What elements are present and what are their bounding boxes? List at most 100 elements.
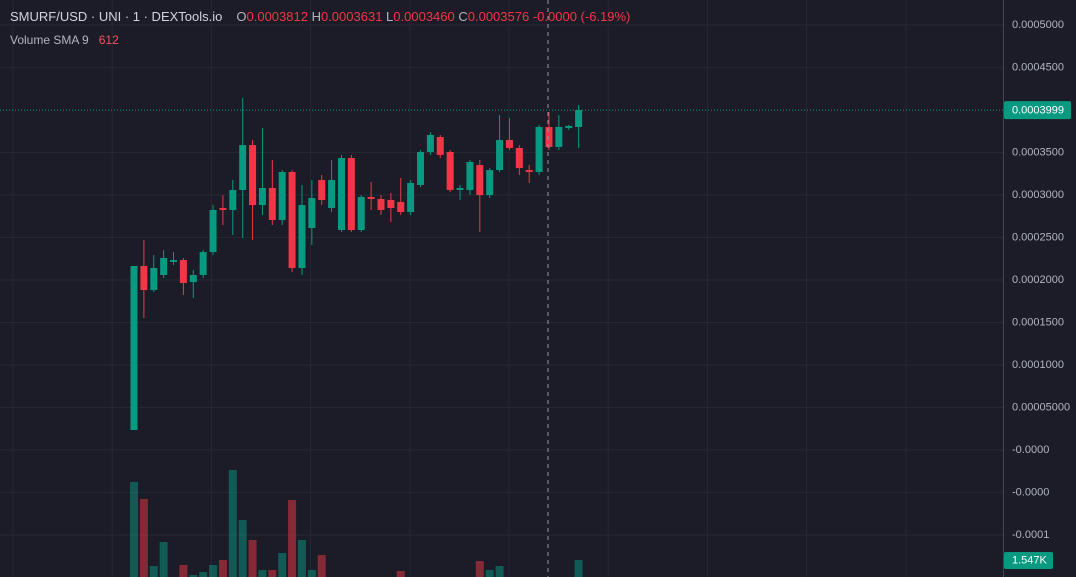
candle-body — [170, 260, 178, 262]
candle-body — [486, 170, 494, 196]
candle-body — [219, 208, 227, 210]
volume-legend: Volume SMA 9 612 — [10, 33, 119, 47]
volume-bar — [149, 565, 158, 577]
volume-last-box — [1004, 551, 1053, 569]
candle-body — [160, 257, 168, 275]
candle-body — [249, 145, 257, 206]
ohlc-value: 0.0003460 — [393, 9, 455, 24]
ohlc-key: L — [386, 9, 394, 24]
candle-body — [575, 110, 583, 127]
candle-body — [545, 126, 553, 147]
candle-body — [189, 274, 197, 283]
ohlc-value: 0.0003812 — [246, 9, 308, 24]
candle-body — [397, 201, 405, 212]
y-tick-label: 0.0001500 — [1012, 316, 1064, 328]
volume-bar — [317, 554, 326, 577]
volume-bar — [307, 569, 316, 577]
y-tick-label: 0.0003500 — [1012, 146, 1064, 158]
y-tick-label: -0.0000 — [1012, 444, 1049, 456]
candle-body — [407, 183, 415, 212]
candle-body — [318, 180, 326, 201]
candle-body — [209, 209, 217, 253]
y-tick-label: 0.0001000 — [1012, 359, 1064, 371]
candle-body — [466, 162, 474, 190]
candle-body — [436, 137, 444, 155]
volume-bar — [139, 498, 148, 577]
ohlc-legend: O0.0003812 H0.0003631 L0.0003460 C0.0003… — [236, 9, 532, 24]
volume-bar — [258, 569, 267, 577]
candle-body — [298, 205, 306, 269]
candle-body — [140, 265, 148, 291]
candle-body — [258, 188, 266, 206]
candle-body — [496, 139, 504, 171]
y-tick-label: 0.00005000 — [1012, 401, 1070, 413]
y-tick-label: 0.0005000 — [1012, 19, 1064, 31]
volume-bar — [209, 564, 218, 577]
candle-body — [476, 164, 484, 196]
volume-bar — [130, 481, 138, 577]
candle-body — [179, 260, 187, 283]
y-tick-label: 0.0004500 — [1012, 61, 1064, 73]
last-price-box — [1004, 101, 1071, 120]
change: -0.0000 (-6.19%) — [532, 9, 631, 24]
candle-body — [387, 200, 395, 209]
volume-bar — [268, 569, 277, 577]
candle-body — [278, 171, 286, 220]
volume-bar — [475, 560, 484, 577]
candle-body — [417, 151, 425, 185]
candle-body — [515, 147, 523, 168]
y-tick-label: -0.0000 — [1012, 486, 1049, 498]
legend-header: SMURF/USD · UNI · 1 · DEXTools.io O0.0003… — [10, 9, 630, 24]
volume-bar — [159, 541, 168, 577]
candle-body — [426, 134, 434, 152]
candle-body — [308, 197, 316, 228]
volume-bar — [248, 539, 257, 577]
candle-body — [565, 125, 573, 129]
candle-body — [367, 196, 375, 199]
candle-body — [229, 189, 237, 210]
volume-bar — [396, 570, 405, 577]
ohlc-key: H — [311, 9, 321, 24]
volume-bar — [218, 559, 227, 577]
ohlc-value: 0.0003576 — [467, 9, 530, 24]
candle-body — [150, 268, 158, 291]
volume-last-label: 1.547K — [1012, 554, 1048, 566]
y-tick-label: -0.0001 — [1012, 529, 1049, 541]
volume-bar — [179, 564, 188, 577]
volume-bar — [278, 552, 287, 577]
volume-bar — [238, 519, 247, 577]
volume-bar — [189, 574, 198, 577]
volume-sma: 612 — [98, 33, 119, 47]
candle-body — [288, 171, 296, 269]
ohlc-key: O — [236, 9, 247, 24]
candle-body — [456, 188, 464, 190]
candle-body — [337, 158, 345, 231]
chart-title: SMURF/USD · UNI · 1 · DEXTools.io — [10, 9, 223, 24]
volume-name: Volume SMA 9 — [10, 33, 89, 47]
volume-bar — [288, 499, 297, 577]
candle-body — [446, 151, 454, 190]
volume-bar — [485, 569, 494, 577]
y-tick-label: 0.0002000 — [1012, 274, 1064, 286]
volume-bar — [228, 469, 237, 577]
y-tick-label: 0.0002500 — [1012, 231, 1064, 243]
candle-body — [357, 196, 365, 231]
candle-body — [377, 198, 385, 210]
candle-body — [347, 158, 355, 231]
volume-bar — [574, 559, 583, 577]
ohlc-value: 0.0003631 — [320, 9, 383, 24]
candle-body — [130, 265, 138, 431]
candle-body — [328, 180, 336, 209]
ohlc-key: C — [458, 9, 468, 24]
volume-bar — [297, 539, 306, 577]
candle-body — [525, 170, 533, 172]
candle-body — [505, 139, 513, 148]
last-price-label: 0.0003999 — [1012, 104, 1064, 116]
volume-bar — [199, 571, 208, 577]
candle-body — [555, 126, 563, 147]
candle-body — [268, 188, 276, 220]
candle-body — [535, 126, 543, 172]
volume-bar — [495, 565, 504, 577]
